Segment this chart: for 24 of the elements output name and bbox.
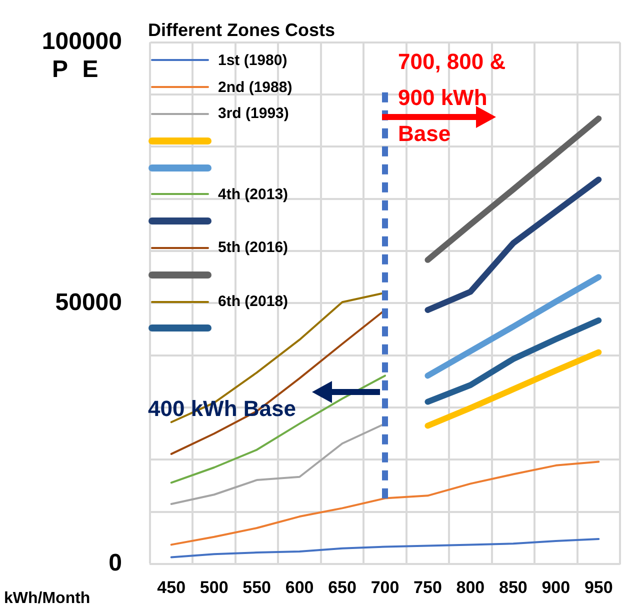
x-tick-label: 850 <box>498 578 528 597</box>
x-tick-label: 500 <box>200 578 228 597</box>
x-tick-label: 650 <box>328 578 356 597</box>
x-tick-label: 900 <box>542 578 570 597</box>
legend-label: 4th (2013) <box>218 186 288 203</box>
x-tick-label: 550 <box>242 578 272 597</box>
x-tick-label: 700 <box>370 578 400 597</box>
legend-label: 1st (1980) <box>218 52 288 69</box>
y-tick-label: 50000 <box>55 288 122 316</box>
x-tick-label: 750 <box>414 578 442 597</box>
x-tick-label: 950 <box>584 578 613 597</box>
annotation: 700, 800 & 900 kWh Base <box>398 48 507 148</box>
x-tick-label: 600 <box>285 578 314 597</box>
y-tick-label: 0 <box>108 550 122 577</box>
legend-label: 3rd (1993) <box>218 105 289 122</box>
legend-label: 5th (2016) <box>218 239 288 256</box>
x-tick-label: 800 <box>456 578 485 597</box>
legend-title: Different Zones Costs <box>148 20 336 41</box>
legend-label: 6th (2018) <box>218 293 288 310</box>
y-axis-title: P E <box>52 56 102 84</box>
x-axis-title: kWh/Month <box>4 590 90 608</box>
y-tick-label: 100000 <box>42 28 122 56</box>
x-tick-label: 450 <box>157 578 186 597</box>
legend-label: 2nd (1988) <box>218 78 292 96</box>
